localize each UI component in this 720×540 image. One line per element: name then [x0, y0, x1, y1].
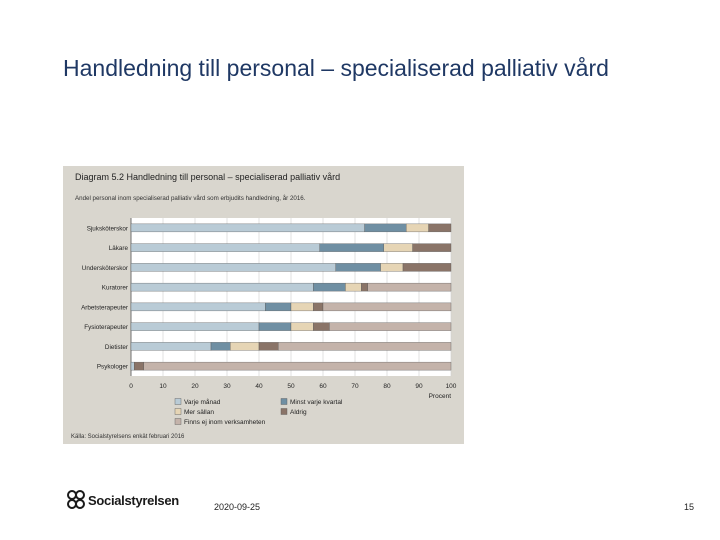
bar-segment	[134, 361, 144, 371]
bar-segment	[143, 361, 452, 371]
bar-segment	[130, 282, 314, 292]
bar-segment	[265, 302, 292, 312]
x-axis-label: Procent	[429, 393, 452, 400]
bar-segment	[322, 302, 452, 312]
x-tick-label: 60	[319, 383, 327, 390]
category-label: Arbetsterapeuter	[81, 304, 128, 311]
chart-title: Diagram 5.2 Handledning till personal – …	[75, 172, 340, 182]
bar-segment	[361, 282, 368, 292]
bar-segment	[290, 302, 314, 312]
category-label: Fysioterapeuter	[84, 324, 128, 331]
bar-segment	[406, 223, 429, 233]
bar-segment	[319, 243, 384, 252]
chart-subtitle: Andel personal inom specialiserad pallia…	[75, 195, 306, 202]
bar-segment	[329, 322, 452, 331]
bar-segment	[380, 263, 404, 272]
x-tick-label: 30	[223, 383, 231, 390]
page-number: 15	[684, 502, 695, 512]
bar-segment	[278, 342, 452, 351]
bar-segment	[130, 361, 135, 371]
category-label: Undersköterskor	[82, 265, 128, 272]
category-label: Läkare	[109, 245, 129, 252]
bar-segment	[258, 342, 279, 351]
bar-segment	[428, 223, 452, 233]
x-tick-label: 50	[287, 383, 295, 390]
bar-segment	[402, 263, 452, 272]
legend-label: Minst varje kvartal	[290, 399, 343, 406]
x-tick-label: 20	[191, 383, 199, 390]
bar-segment	[230, 342, 260, 351]
x-tick-label: 10	[159, 383, 167, 390]
bar-segment	[335, 263, 381, 272]
footer-date: 2020-09-25	[214, 502, 261, 512]
category-label: Psykologer	[97, 364, 128, 371]
slide-title: Handledning till personal – specialisera…	[63, 55, 609, 81]
bar-segment	[313, 282, 346, 292]
x-tick-label: 0	[129, 383, 133, 390]
bar-segment	[412, 243, 452, 252]
bar-segment	[130, 342, 212, 351]
socialstyrelsen-logo: Socialstyrelsen	[66, 489, 186, 513]
legend-swatch	[174, 398, 182, 405]
legend-swatch	[174, 408, 182, 415]
x-tick-label: 40	[255, 383, 263, 390]
legend-swatch	[280, 408, 288, 415]
logo-mark-icon	[67, 490, 85, 509]
legend-swatch	[280, 398, 288, 405]
bar-chart: Diagram 5.2 Handledning till personal – …	[71, 172, 457, 440]
bar-segment	[258, 322, 292, 331]
legend-label: Finns ej inom verksamheten	[184, 419, 266, 426]
x-tick-label: 90	[415, 383, 423, 390]
x-tick-label: 80	[383, 383, 391, 390]
bar-segment	[290, 322, 314, 331]
bar-segment	[130, 263, 336, 272]
chart-source: Källa: Socialstyrelsens enkät februari 2…	[71, 434, 185, 440]
bar-segment	[210, 342, 231, 351]
chart-panel: Diagram 5.2 Handledning till personal – …	[63, 166, 464, 444]
legend-swatch	[174, 418, 182, 425]
bar-segment	[130, 243, 320, 252]
legend-label: Mer sällan	[184, 409, 214, 416]
bar-segment	[367, 282, 452, 292]
legend-label: Aldrig	[290, 409, 307, 416]
x-tick-label: 70	[351, 383, 359, 390]
category-label: Dietister	[105, 344, 128, 351]
bar-segment	[313, 322, 330, 331]
bar-segment	[130, 223, 365, 233]
x-tick-label: 100	[446, 383, 457, 390]
bar-segment	[383, 243, 413, 252]
legend-label: Varje månad	[184, 398, 221, 406]
logo-text: Socialstyrelsen	[88, 493, 179, 508]
bar-segment	[130, 302, 266, 312]
category-label: Sjuksköterskor	[87, 225, 128, 232]
category-label: Kuratorer	[102, 285, 128, 292]
bar-segment	[345, 282, 362, 292]
bar-segment	[130, 322, 260, 331]
bar-segment	[313, 302, 324, 312]
bar-segment	[364, 223, 407, 233]
